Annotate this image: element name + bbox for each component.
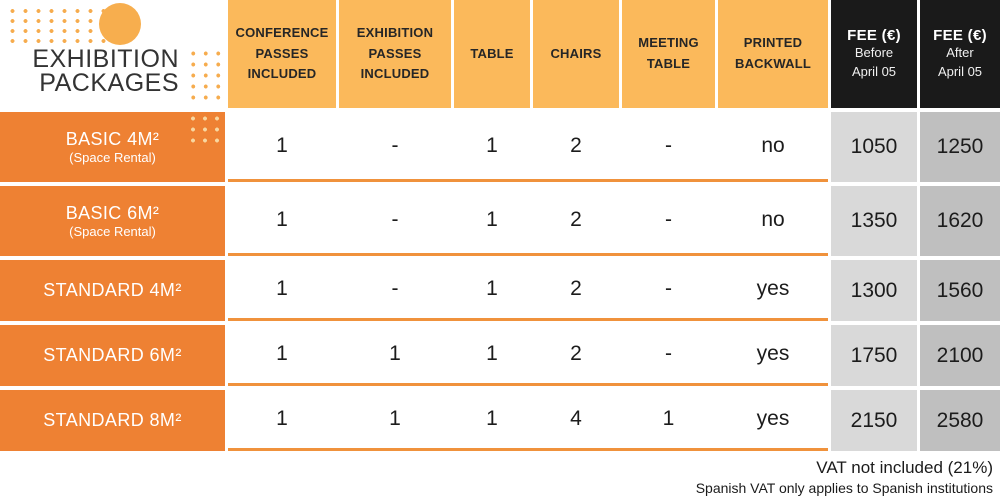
header-fee-after: FEE (€) After April 05 (920, 0, 1000, 108)
cell-table: 1 (486, 277, 498, 300)
header-exhibition-passes: EXHIBITION PASSES INCLUDED (339, 0, 451, 108)
dot-grid-decoration-icon (6, 6, 107, 49)
cell-fee-before: 1350 (831, 186, 917, 256)
cell-fee-before: 2150 (831, 390, 917, 451)
table-body: BASIC 4M² (Space Rental) 1 - 1 2 - no 10… (0, 112, 1000, 451)
row-label: STANDARD 8M² (0, 390, 225, 451)
fee-before-sub2: April 05 (851, 63, 897, 79)
table-row-standard-8m: STANDARD 8M² 1 1 1 4 1 yes 2150 2580 (0, 390, 1000, 451)
cell-meeting-table: - (665, 342, 672, 365)
row-label-name: STANDARD 8M² (43, 410, 182, 431)
row-values: 1 1 1 2 - yes (228, 325, 828, 386)
cell-fee-before: 1300 (831, 260, 917, 321)
cell-conference-passes: 1 (276, 407, 288, 430)
vat-note-line2: Spanish VAT only applies to Spanish inst… (695, 480, 993, 497)
cell-conference-passes: 1 (276, 207, 288, 231)
header-chairs: CHAIRS (533, 0, 619, 108)
fee-before-title: FEE (€) (847, 27, 901, 45)
row-label-name: BASIC 4M² (65, 128, 160, 149)
cell-fee-after: 1620 (920, 186, 1000, 256)
cell-table: 1 (486, 133, 498, 157)
row-values: 1 1 1 4 1 yes (228, 390, 828, 451)
cell-chairs: 4 (570, 407, 582, 430)
title-block: EXHIBITION PACKAGES (0, 0, 225, 108)
cell-chairs: 2 (570, 133, 582, 157)
dot-grid-decoration-icon (187, 48, 224, 106)
header-meeting-table: MEETING TABLE (622, 0, 715, 108)
table-row-basic-4m: BASIC 4M² (Space Rental) 1 - 1 2 - no 10… (0, 112, 1000, 182)
cell-fee-after: 1250 (920, 112, 1000, 182)
fee-after-sub1: After (946, 45, 974, 61)
fee-after-title: FEE (€) (933, 27, 987, 45)
table-row-standard-6m: STANDARD 6M² 1 1 1 2 - yes 1750 2100 (0, 325, 1000, 386)
fee-after-sub2: April 05 (937, 63, 983, 79)
cell-printed-backwall: yes (756, 342, 790, 365)
cell-printed-backwall: no (761, 133, 785, 157)
row-label-sub: (Space Rental) (69, 223, 156, 239)
cell-meeting-table: - (665, 133, 672, 157)
row-label-name: BASIC 6M² (65, 202, 160, 223)
row-label: BASIC 6M² (Space Rental) (0, 186, 225, 256)
row-values: 1 - 1 2 - no (228, 112, 828, 182)
cell-printed-backwall: yes (756, 277, 790, 300)
row-values: 1 - 1 2 - no (228, 186, 828, 256)
cell-exhibition-passes: - (391, 207, 399, 231)
page-title-line2: PACKAGES (39, 69, 179, 97)
cell-fee-before: 1750 (831, 325, 917, 386)
dot-grid-decoration-icon (187, 113, 222, 148)
cell-fee-after: 2580 (920, 390, 1000, 451)
header-table: TABLE (454, 0, 530, 108)
cell-printed-backwall: yes (756, 407, 790, 430)
cell-meeting-table: - (665, 207, 672, 231)
row-values: 1 - 1 2 - yes (228, 260, 828, 321)
cell-fee-before: 1050 (831, 112, 917, 182)
cell-meeting-table: 1 (662, 407, 675, 430)
cell-chairs: 2 (570, 277, 582, 300)
fee-before-sub1: Before (854, 45, 894, 61)
cell-chairs: 2 (570, 342, 582, 365)
row-label-sub: (Space Rental) (69, 149, 156, 165)
cell-conference-passes: 1 (276, 277, 288, 300)
row-label-name: STANDARD 4M² (43, 280, 182, 301)
page-title: EXHIBITION PACKAGES (32, 45, 179, 97)
table-row-standard-4m: STANDARD 4M² 1 - 1 2 - yes 1300 1560 (0, 260, 1000, 321)
cell-exhibition-passes: - (391, 277, 399, 300)
cell-chairs: 2 (570, 207, 582, 231)
row-label: STANDARD 4M² (0, 260, 225, 321)
cell-fee-after: 1560 (920, 260, 1000, 321)
cell-conference-passes: 1 (276, 342, 288, 365)
cell-table: 1 (486, 407, 498, 430)
table-row-basic-6m: BASIC 6M² (Space Rental) 1 - 1 2 - no 13… (0, 186, 1000, 256)
cell-fee-after: 2100 (920, 325, 1000, 386)
header-conference-passes: CONFERENCE PASSES INCLUDED (228, 0, 336, 108)
cell-exhibition-passes: 1 (389, 342, 401, 365)
row-label: STANDARD 6M² (0, 325, 225, 386)
header-fee-before: FEE (€) Before April 05 (831, 0, 917, 108)
cell-conference-passes: 1 (276, 133, 288, 157)
row-label-name: STANDARD 6M² (43, 345, 182, 366)
vat-note-line1: VAT not included (21%) (816, 458, 993, 477)
circle-decoration-icon (99, 3, 141, 45)
page-title-line1: EXHIBITION (32, 45, 179, 73)
vat-note: VAT not included (21%) Spanish VAT only … (696, 457, 993, 497)
cell-exhibition-passes: 1 (389, 407, 401, 430)
cell-table: 1 (486, 207, 498, 231)
table-header-row: EXHIBITION PACKAGES CONFERENCE PASSES IN… (0, 0, 1000, 108)
cell-printed-backwall: no (761, 207, 785, 231)
cell-meeting-table: - (665, 277, 672, 300)
cell-exhibition-passes: - (391, 133, 399, 157)
cell-table: 1 (486, 342, 498, 365)
header-printed-backwall: PRINTED BACKWALL (718, 0, 828, 108)
header-columns: CONFERENCE PASSES INCLUDED EXHIBITION PA… (228, 0, 828, 108)
